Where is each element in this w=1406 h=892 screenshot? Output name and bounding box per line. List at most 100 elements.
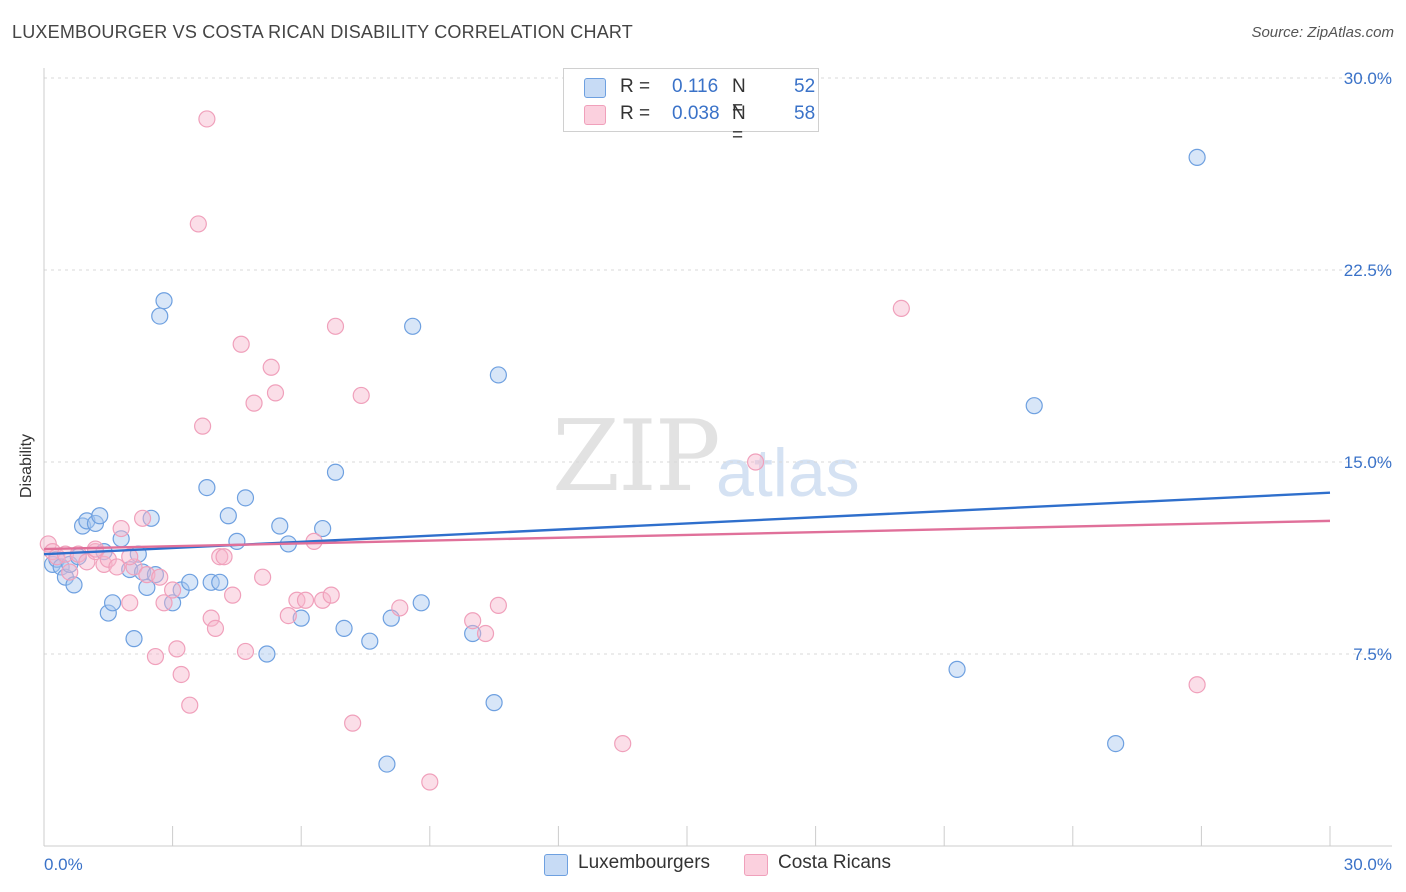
point-costa-ricans: [1188, 676, 1206, 694]
legend-r-value: 0.038: [672, 103, 720, 124]
point-costa-ricans: [121, 548, 139, 566]
point-costa-ricans: [296, 591, 315, 609]
point-costa-ricans: [206, 619, 225, 638]
point-costa-ricans: [262, 358, 280, 376]
point-luxembourgers: [1188, 148, 1206, 166]
point-luxembourgers: [198, 479, 216, 497]
point-costa-ricans: [614, 734, 632, 753]
legend-r-value: 0.116: [672, 76, 719, 97]
point-costa-ricans: [108, 558, 126, 576]
point-costa-ricans: [112, 519, 130, 538]
point-costa-ricans: [352, 386, 370, 405]
y-tick-label: 30.0%: [1344, 69, 1392, 88]
point-costa-ricans: [168, 640, 186, 658]
point-costa-ricans: [322, 586, 340, 604]
point-luxembourgers: [292, 609, 310, 627]
point-luxembourgers: [103, 594, 122, 612]
legend-r-label: R =: [620, 103, 651, 124]
point-costa-ricans: [181, 696, 199, 714]
point-costa-ricans: [232, 335, 250, 353]
point-costa-ricans: [326, 317, 345, 335]
point-luxembourgers: [91, 507, 109, 525]
y-tick-label: 22.5%: [1344, 261, 1392, 280]
legend-n-value: 52: [794, 76, 816, 97]
point-luxembourgers: [948, 660, 966, 678]
point-costa-ricans: [236, 642, 255, 661]
bottom-legend-swatch-costa-ricans: [744, 854, 768, 876]
source-note: Source: ZipAtlas.com: [1251, 24, 1394, 41]
point-costa-ricans: [266, 384, 285, 402]
point-luxembourgers: [258, 645, 276, 663]
bottom-legend-label: Luxembourgers: [578, 852, 711, 873]
point-luxembourgers: [271, 517, 289, 535]
point-luxembourgers: [151, 307, 169, 325]
legend-r-label: R =: [620, 76, 651, 97]
point-costa-ricans: [391, 599, 409, 617]
point-luxembourgers: [211, 573, 229, 591]
legend-swatch-luxembourgers: [584, 78, 606, 98]
y-axis-label: Disability: [18, 433, 35, 498]
point-costa-ricans: [211, 548, 229, 566]
x-tick-label: 30.0%: [1344, 855, 1392, 874]
point-costa-ricans: [344, 714, 362, 732]
legend-n-value: 58: [794, 103, 816, 124]
point-luxembourgers: [489, 366, 507, 384]
point-luxembourgers: [236, 489, 255, 507]
point-costa-ricans: [892, 299, 910, 317]
point-costa-ricans: [224, 586, 242, 604]
legend-swatch-costa-ricans: [584, 105, 606, 125]
bottom-legend-label: Costa Ricans: [778, 852, 891, 873]
point-costa-ricans: [746, 453, 765, 471]
point-luxembourgers: [404, 317, 422, 335]
point-costa-ricans: [121, 594, 139, 612]
point-costa-ricans: [172, 665, 190, 684]
point-costa-ricans: [138, 566, 156, 584]
point-luxembourgers: [99, 604, 117, 622]
point-costa-ricans: [215, 548, 233, 566]
point-luxembourgers: [361, 632, 379, 650]
x-tick-label: 0.0%: [44, 855, 83, 874]
point-costa-ricans: [254, 568, 272, 586]
watermark-zip: ZIP: [552, 400, 721, 514]
point-luxembourgers: [326, 463, 345, 481]
point-costa-ricans: [421, 773, 439, 791]
y-tick-label: 7.5%: [1353, 645, 1392, 664]
point-luxembourgers: [412, 594, 430, 612]
watermark-atlas: atlas: [716, 435, 860, 511]
point-luxembourgers: [314, 519, 332, 538]
point-costa-ricans: [314, 591, 332, 609]
point-luxembourgers: [485, 694, 503, 712]
point-costa-ricans: [125, 558, 143, 576]
legend: R = 0.116 N = 52 R = 0.038 N = 58: [563, 68, 819, 146]
point-costa-ricans: [155, 594, 173, 612]
point-costa-ricans: [151, 568, 169, 586]
legend-n-label: N =: [732, 76, 746, 119]
point-costa-ricans: [198, 110, 216, 128]
chart-title: LUXEMBOURGER VS COSTA RICAN DISABILITY C…: [12, 22, 633, 42]
point-costa-ricans: [489, 596, 507, 614]
point-luxembourgers: [65, 576, 83, 594]
point-luxembourgers: [228, 532, 246, 550]
point-luxembourgers: [378, 755, 396, 773]
point-costa-ricans: [61, 563, 79, 581]
point-luxembourgers: [1025, 397, 1043, 415]
point-luxembourgers: [464, 624, 482, 643]
point-costa-ricans: [464, 612, 482, 630]
point-costa-ricans: [133, 509, 152, 527]
point-luxembourgers: [335, 619, 353, 638]
point-costa-ricans: [245, 394, 263, 412]
legend-n-label: N =: [732, 103, 746, 146]
point-luxembourgers: [181, 573, 199, 591]
trend-line-costa-ricans: [43, 519, 1331, 551]
point-costa-ricans: [146, 647, 165, 666]
point-luxembourgers: [155, 292, 173, 310]
point-costa-ricans: [194, 417, 212, 435]
point-costa-ricans: [279, 606, 297, 625]
point-costa-ricans: [164, 581, 182, 599]
point-costa-ricans: [476, 624, 495, 643]
point-luxembourgers: [125, 630, 143, 648]
point-luxembourgers: [138, 578, 156, 597]
point-luxembourgers: [219, 507, 237, 525]
point-luxembourgers: [1107, 734, 1125, 753]
